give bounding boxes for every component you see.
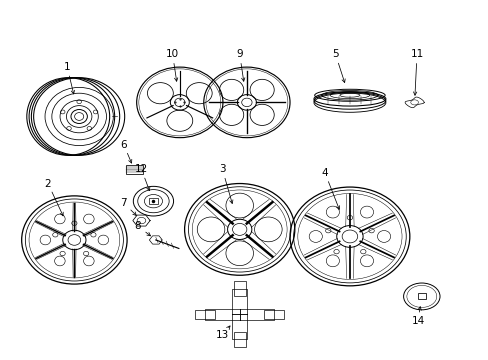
Bar [264,310,284,319]
Text: 1: 1 [64,62,70,72]
Text: 12: 12 [135,165,148,174]
Polygon shape [149,236,162,244]
Text: 3: 3 [219,165,225,174]
Text: 2: 2 [44,179,51,189]
Bar [195,310,215,319]
Text: 9: 9 [236,49,243,59]
Text: 8: 8 [134,221,141,231]
Text: 14: 14 [410,316,424,326]
Bar [125,165,142,174]
Text: 6: 6 [120,140,127,150]
Bar [417,293,425,300]
Bar [233,282,245,296]
Text: 13: 13 [215,330,228,340]
Text: 5: 5 [331,49,338,59]
Bar [149,198,158,204]
Text: 4: 4 [321,168,327,178]
Bar [233,332,245,347]
Text: 7: 7 [120,198,127,208]
Text: 11: 11 [409,49,423,59]
Text: 10: 10 [166,49,179,59]
